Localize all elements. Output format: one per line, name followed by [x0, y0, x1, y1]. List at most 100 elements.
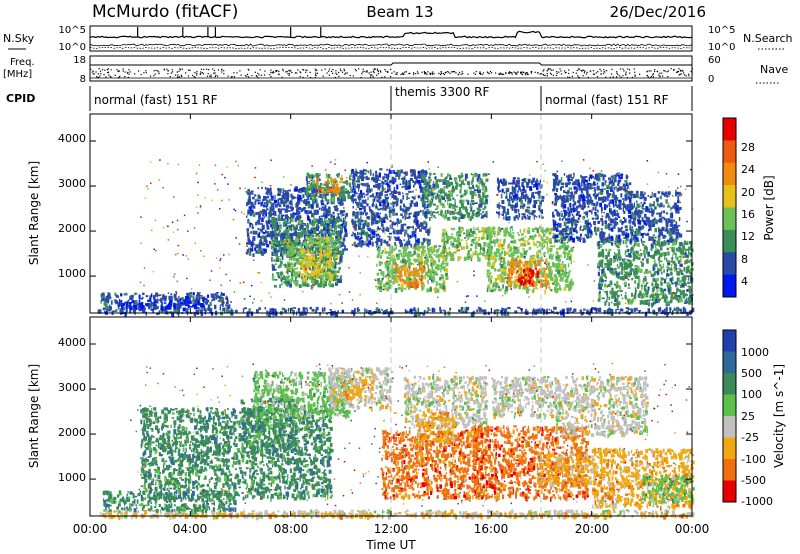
power-cell-3442	[433, 253, 436, 256]
power-cell-453	[304, 309, 306, 314]
power-cell-1227	[281, 217, 283, 222]
power-cell-3790	[476, 211, 479, 215]
power-cell-1529	[339, 236, 342, 240]
power-cell-1070	[305, 235, 309, 237]
power-cell-717	[274, 194, 276, 200]
power-cell-2746	[368, 184, 370, 189]
power-cell-2699	[373, 184, 375, 187]
power-cell-813	[247, 220, 250, 223]
power-cell-830	[263, 216, 265, 219]
power-cell-371	[145, 311, 147, 316]
power-cell-2912	[382, 177, 385, 180]
power-cell-1825	[335, 230, 338, 235]
power-cell-2996	[424, 226, 426, 231]
power-cell-2037	[305, 236, 308, 238]
power-cell-3318	[433, 245, 436, 249]
power-cell-2460	[337, 187, 341, 193]
power-cell-1063	[315, 223, 319, 228]
n-sky-tick-bottom: 10^0	[59, 42, 86, 53]
power-cell-3108	[406, 216, 410, 219]
nave-dot-329	[691, 72, 693, 74]
power-cell-2307	[307, 192, 310, 195]
power-cell-2795	[365, 199, 367, 204]
power-cell-3690	[422, 212, 425, 216]
power-cell-2296	[305, 259, 307, 263]
power-cell-2692	[374, 174, 378, 178]
power-cell-3974	[446, 236, 450, 241]
nave-dot-298	[559, 68, 561, 70]
nave-dot-72	[196, 74, 198, 76]
power-cell-626	[189, 300, 192, 303]
cpid-strip: CPID normal (fast) 151 RF themis 3300 RF…	[6, 85, 693, 111]
power-cell-1391	[291, 195, 293, 200]
power-cell-2998	[393, 236, 396, 239]
power-cell-408	[638, 310, 641, 314]
nave-dot-129	[92, 73, 94, 75]
power-cell-3210	[426, 288, 430, 293]
power-cell-2972	[416, 179, 420, 184]
power-cell-3170	[423, 255, 426, 257]
power-cell-458	[586, 309, 589, 312]
power-cell-1057	[255, 250, 259, 254]
power-cell-3891	[442, 253, 445, 259]
power-cell-3602	[469, 190, 473, 195]
power-cell-3539	[397, 271, 401, 274]
power-cell-1683	[317, 245, 320, 249]
nave-dot-385	[474, 73, 477, 75]
power-cell-2203	[322, 256, 324, 260]
power-cell-1702	[308, 284, 310, 287]
power-cell-3051	[383, 204, 386, 207]
nave-dot-477	[684, 74, 686, 76]
power-cell-3559	[418, 262, 423, 265]
power-cell-1027	[257, 227, 260, 230]
power-cell-4032	[450, 253, 453, 258]
power-cell-488	[351, 310, 355, 315]
power-cell-1444	[323, 224, 327, 228]
power-cell-2249	[308, 251, 311, 254]
power-cell-3541	[406, 267, 408, 272]
power-cell-1764	[293, 264, 296, 267]
power-cell-3809	[445, 177, 447, 182]
power-cell-3401	[397, 287, 401, 290]
power-cell-542	[272, 312, 275, 316]
nave-dot-403	[100, 73, 102, 75]
power-cell-1255	[255, 231, 257, 235]
power-cell-1338	[342, 217, 345, 223]
power-cell-1618	[279, 258, 282, 262]
nave-dot-430	[648, 70, 650, 72]
power-cell-3292	[390, 251, 394, 254]
power-cell-3019	[361, 176, 365, 182]
power-cell-3589	[471, 180, 473, 185]
power-cell-2365	[342, 194, 345, 199]
power-cell-3473	[429, 246, 432, 249]
power-cell-1265	[283, 202, 286, 207]
nave-dot-389	[244, 75, 247, 77]
nave-dot-406	[396, 73, 398, 75]
power-cell-214	[173, 306, 176, 311]
power-cell-1553	[280, 244, 284, 247]
power-cell-3469	[409, 253, 413, 257]
power-cell-3799	[461, 199, 465, 203]
nave-dot-212	[390, 68, 392, 70]
power-cell-3314	[432, 259, 436, 265]
nave-dot-71	[287, 73, 289, 75]
nave-dot-335	[659, 75, 661, 77]
power-cell-4055	[450, 252, 454, 256]
power-cell-1150	[276, 227, 280, 230]
power-cell-3644	[422, 175, 426, 179]
power-cell-760	[280, 234, 284, 238]
power-cell-3102	[399, 219, 402, 224]
power-cell-1123	[338, 216, 341, 220]
nave-dot-67	[501, 73, 503, 75]
power-cell-226	[110, 306, 112, 310]
power-cell-3505	[402, 264, 406, 268]
power-cell-1287	[280, 224, 282, 227]
power-cell-2685	[362, 192, 365, 196]
beam-label: Beam 13	[366, 3, 433, 21]
nave-dot-155	[620, 76, 622, 78]
nave-dot-171	[188, 69, 190, 71]
power-cell-432	[104, 310, 106, 314]
power-cell-3336	[435, 286, 437, 289]
power-cell-157	[217, 295, 221, 299]
power-cell-113	[187, 299, 191, 305]
